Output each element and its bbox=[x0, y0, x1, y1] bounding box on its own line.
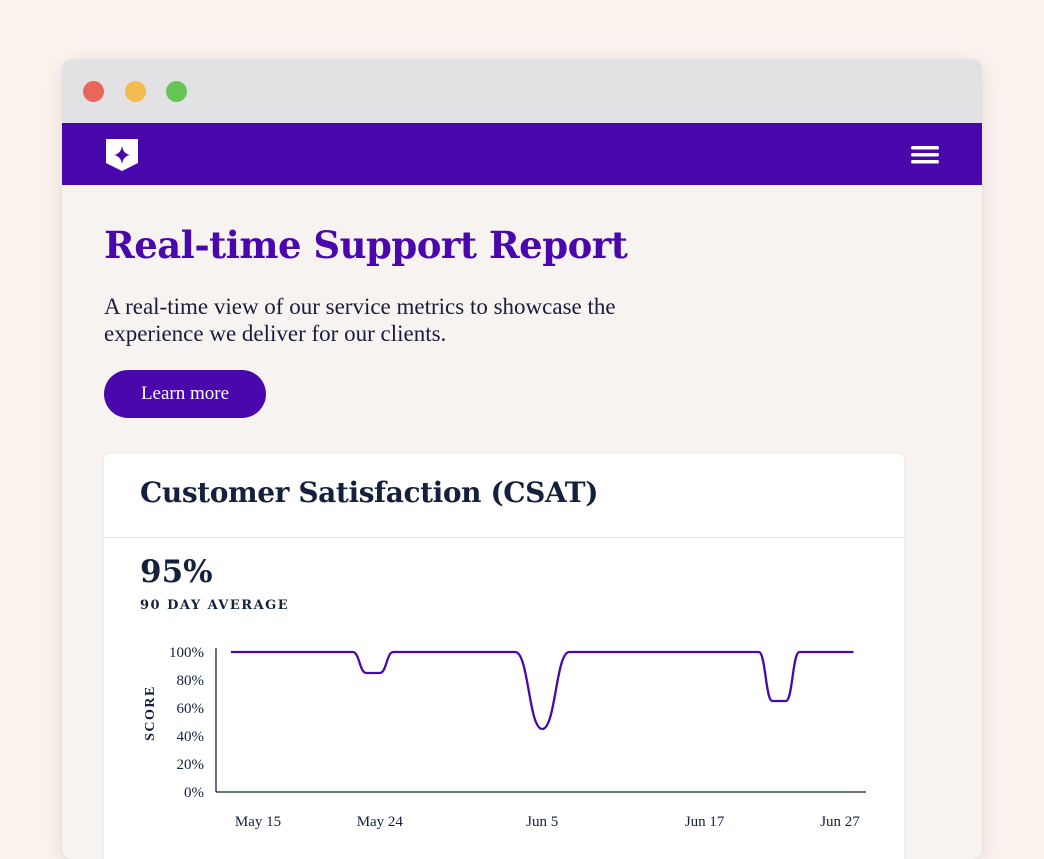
card-title: Customer Satisfaction (CSAT) bbox=[140, 476, 599, 509]
learn-more-button[interactable]: Learn more bbox=[104, 370, 266, 418]
csat-card: Customer Satisfaction (CSAT) 95% 90 DAY … bbox=[104, 454, 904, 859]
csat-series-line bbox=[230, 650, 854, 731]
window-titlebar bbox=[62, 59, 982, 123]
y-tick-label: 60% bbox=[177, 701, 205, 717]
browser-window: Real-time Support Report A real-time vie… bbox=[62, 59, 982, 859]
x-tick-label: Jun 27 bbox=[820, 814, 860, 830]
x-tick-label: May 24 bbox=[357, 814, 404, 830]
csat-average-value: 95% bbox=[140, 554, 213, 590]
y-axis-ticks: 0% 20% 40% 60% 80% 100% bbox=[169, 645, 204, 801]
hamburger-menu-icon[interactable] bbox=[908, 141, 942, 169]
y-tick-label: 100% bbox=[169, 645, 204, 661]
y-axis-label: SCORE bbox=[143, 685, 158, 741]
csat-line-chart: SCORE 0% 20% 40% 60% 80% 100% May 15 May 24 Jun… bbox=[143, 645, 866, 830]
page-description: A real-time view of our service metrics … bbox=[104, 294, 616, 346]
x-axis-ticks: May 15 May 24 Jun 5 Jun 17 Jun 27 bbox=[235, 814, 860, 830]
minimize-window-button[interactable] bbox=[125, 81, 146, 102]
x-tick-label: Jun 17 bbox=[685, 814, 725, 830]
close-window-button[interactable] bbox=[83, 81, 104, 102]
page-title: Real-time Support Report bbox=[104, 223, 628, 267]
site-navbar bbox=[62, 123, 982, 185]
shield-star-icon[interactable] bbox=[104, 137, 140, 173]
y-tick-label: 20% bbox=[177, 757, 205, 773]
x-tick-label: Jun 5 bbox=[526, 814, 558, 830]
csat-average-label: 90 DAY AVERAGE bbox=[140, 598, 290, 613]
x-tick-label: May 15 bbox=[235, 814, 281, 830]
zoom-window-button[interactable] bbox=[166, 81, 187, 102]
y-tick-label: 40% bbox=[177, 729, 205, 745]
y-tick-label: 0% bbox=[184, 785, 204, 801]
y-tick-label: 80% bbox=[177, 673, 205, 689]
card-header: Customer Satisfaction (CSAT) bbox=[104, 454, 904, 538]
